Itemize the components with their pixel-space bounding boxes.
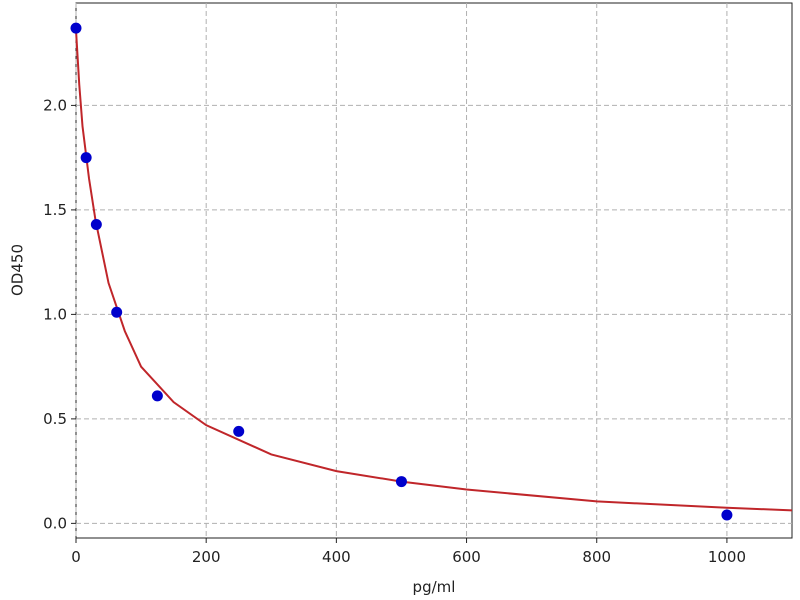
x-tick-label: 800 — [582, 548, 611, 566]
y-tick-label: 1.0 — [43, 305, 67, 323]
x-tick-label: 1000 — [708, 548, 746, 566]
x-tick-label: 600 — [452, 548, 481, 566]
y-axis-label: OD450 — [9, 244, 27, 296]
x-axis-label: pg/ml — [413, 578, 456, 596]
y-tick-label: 1.5 — [43, 201, 67, 219]
y-tick-label: 0.5 — [43, 410, 67, 428]
data-point — [111, 306, 123, 318]
data-point — [395, 476, 407, 488]
data-point — [70, 22, 82, 34]
x-tick-label: 400 — [322, 548, 351, 566]
data-point — [80, 152, 92, 164]
fit-curve — [75, 30, 793, 512]
y-tick-label: 0.0 — [43, 514, 67, 532]
y-tick-label: 2.0 — [43, 96, 67, 114]
x-tick-label: 0 — [71, 548, 81, 566]
data-point — [721, 509, 733, 521]
data-point — [233, 425, 245, 437]
x-tick-label: 200 — [192, 548, 221, 566]
data-point — [90, 219, 102, 231]
plot-frame — [75, 2, 793, 539]
data-point — [151, 390, 163, 402]
